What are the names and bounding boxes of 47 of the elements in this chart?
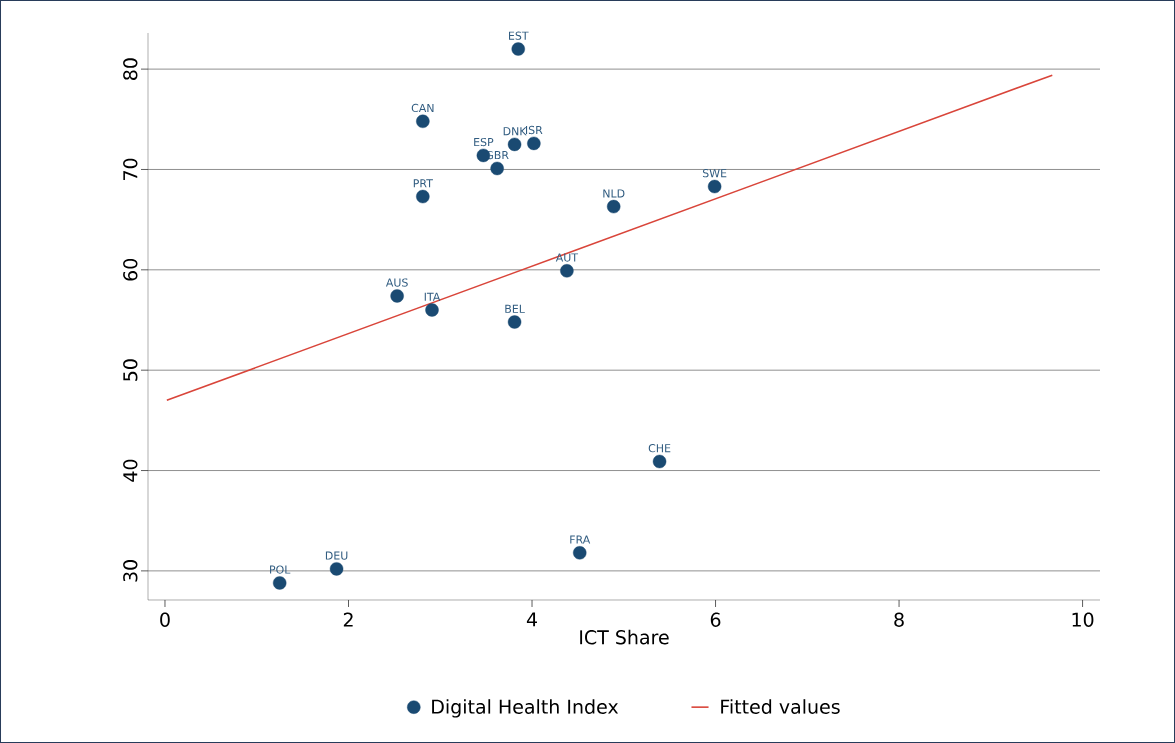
point: [511, 42, 525, 56]
x-tick-label: 0: [160, 612, 170, 627]
y-tick-label: 80: [123, 58, 138, 80]
point: [606, 199, 621, 214]
annotation: DNK: [503, 127, 527, 136]
point: [707, 179, 722, 194]
x-axis-title: ICT Share: [580, 629, 669, 645]
y-tick-label: 70: [123, 158, 138, 180]
point: [490, 161, 504, 176]
annotation: AUT: [555, 253, 579, 262]
point: [573, 546, 587, 560]
annotation: ISR: [526, 125, 543, 135]
x-tick-label: 4: [526, 612, 537, 627]
annotation: PRT: [413, 179, 433, 188]
x-tick-label: 6: [710, 612, 721, 627]
annotation: ITA: [424, 292, 441, 301]
annotation: DEU: [325, 551, 348, 560]
annotation: CHE: [648, 443, 671, 453]
annotation: POL: [270, 565, 291, 574]
annotation: CAN: [411, 103, 434, 113]
annotation: NLD: [603, 189, 625, 198]
point: [329, 562, 344, 576]
annotation: BEL: [505, 304, 525, 313]
point: [416, 114, 430, 128]
y-tick-label: 40: [123, 459, 138, 482]
point: [527, 136, 541, 151]
x-tick-label: 2: [343, 612, 353, 627]
x-tick-label: 10: [1072, 612, 1094, 627]
point: [416, 189, 430, 204]
annotation: SWE: [702, 169, 727, 178]
annotation: ESP: [474, 137, 494, 147]
annotation: EST: [509, 31, 529, 40]
annotation: FRA: [570, 535, 591, 544]
point: [507, 315, 522, 329]
point: [507, 137, 522, 152]
legend-label: Digital Health Index: [432, 699, 619, 718]
y-tick-label: 60: [123, 259, 138, 281]
point: [560, 264, 574, 278]
x-tick-label: 8: [894, 612, 904, 627]
point: [425, 303, 439, 317]
legend-label: Fitted values: [721, 699, 840, 714]
y-tick-label: 50: [123, 359, 138, 381]
annotation: AUS: [385, 278, 408, 287]
point: [652, 454, 667, 469]
point: [272, 576, 287, 590]
y-tick-label: 30: [123, 560, 138, 582]
point: [390, 289, 404, 303]
